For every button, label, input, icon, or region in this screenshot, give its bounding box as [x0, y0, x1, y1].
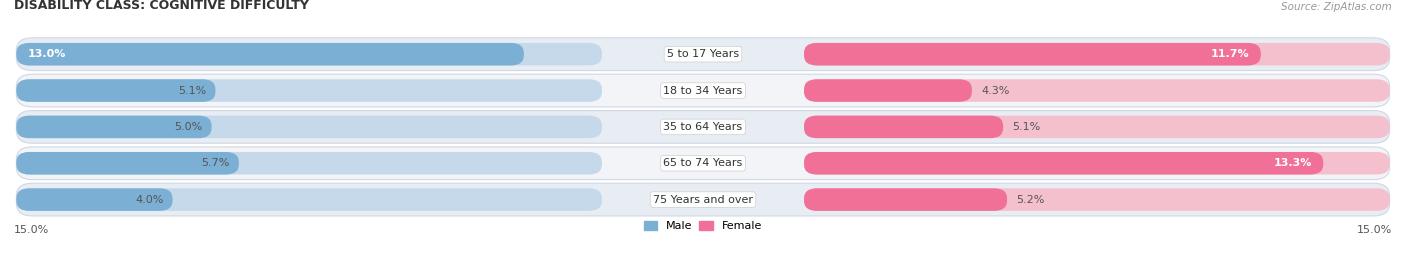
- FancyBboxPatch shape: [17, 116, 602, 138]
- FancyBboxPatch shape: [804, 43, 1389, 65]
- Text: 4.3%: 4.3%: [981, 86, 1010, 96]
- Text: 75 Years and over: 75 Years and over: [652, 195, 754, 205]
- FancyBboxPatch shape: [17, 188, 602, 211]
- FancyBboxPatch shape: [804, 116, 1002, 138]
- FancyBboxPatch shape: [804, 188, 1389, 211]
- FancyBboxPatch shape: [17, 43, 524, 65]
- FancyBboxPatch shape: [17, 43, 602, 65]
- Text: 5.1%: 5.1%: [1012, 122, 1040, 132]
- FancyBboxPatch shape: [17, 110, 1389, 143]
- Text: 65 to 74 Years: 65 to 74 Years: [664, 158, 742, 168]
- Text: 18 to 34 Years: 18 to 34 Years: [664, 86, 742, 96]
- FancyBboxPatch shape: [804, 188, 1007, 211]
- FancyBboxPatch shape: [17, 152, 602, 174]
- FancyBboxPatch shape: [804, 152, 1323, 174]
- Text: 13.3%: 13.3%: [1274, 158, 1312, 168]
- Text: 5.7%: 5.7%: [201, 158, 229, 168]
- FancyBboxPatch shape: [17, 116, 211, 138]
- FancyBboxPatch shape: [17, 147, 1389, 180]
- Text: 5.1%: 5.1%: [179, 86, 207, 96]
- Text: 11.7%: 11.7%: [1211, 49, 1250, 59]
- Text: 13.0%: 13.0%: [28, 49, 66, 59]
- FancyBboxPatch shape: [17, 79, 602, 102]
- Text: Source: ZipAtlas.com: Source: ZipAtlas.com: [1281, 2, 1392, 12]
- Text: 5.2%: 5.2%: [1017, 195, 1045, 205]
- Text: 4.0%: 4.0%: [135, 195, 163, 205]
- FancyBboxPatch shape: [804, 152, 1389, 174]
- Text: 15.0%: 15.0%: [1357, 225, 1392, 235]
- FancyBboxPatch shape: [804, 79, 1389, 102]
- FancyBboxPatch shape: [804, 43, 1261, 65]
- FancyBboxPatch shape: [17, 74, 1389, 107]
- FancyBboxPatch shape: [17, 38, 1389, 70]
- Text: 5.0%: 5.0%: [174, 122, 202, 132]
- Text: 15.0%: 15.0%: [14, 225, 49, 235]
- FancyBboxPatch shape: [804, 116, 1389, 138]
- FancyBboxPatch shape: [17, 183, 1389, 216]
- FancyBboxPatch shape: [804, 79, 972, 102]
- FancyBboxPatch shape: [17, 188, 173, 211]
- FancyBboxPatch shape: [17, 152, 239, 174]
- Text: DISABILITY CLASS: COGNITIVE DIFFICULTY: DISABILITY CLASS: COGNITIVE DIFFICULTY: [14, 0, 309, 12]
- FancyBboxPatch shape: [17, 79, 215, 102]
- Text: 35 to 64 Years: 35 to 64 Years: [664, 122, 742, 132]
- Text: 5 to 17 Years: 5 to 17 Years: [666, 49, 740, 59]
- Legend: Male, Female: Male, Female: [644, 221, 762, 231]
